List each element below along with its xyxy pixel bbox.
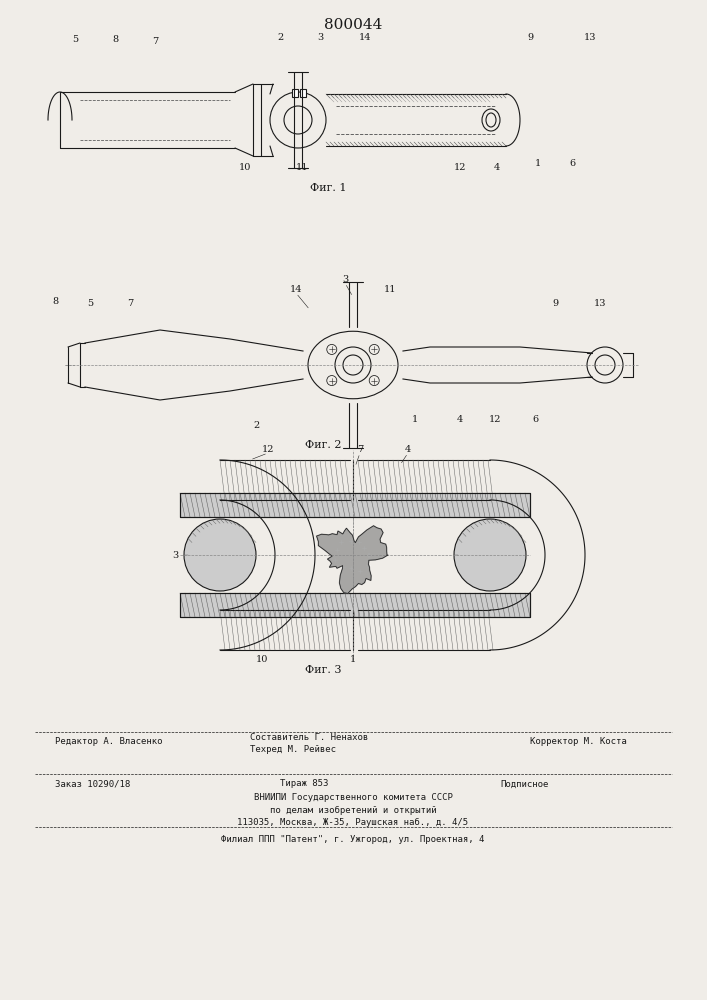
Text: Тираж 853: Тираж 853 xyxy=(280,780,328,788)
Bar xyxy=(180,593,530,617)
Text: 6: 6 xyxy=(532,416,538,424)
Text: ВНИИПИ Государственного комитета СССР: ВНИИПИ Государственного комитета СССР xyxy=(254,792,452,802)
Text: 3: 3 xyxy=(172,550,178,560)
Text: 1: 1 xyxy=(535,159,541,168)
Text: 8: 8 xyxy=(52,298,58,306)
Text: Заказ 10290/18: Заказ 10290/18 xyxy=(55,780,130,788)
Circle shape xyxy=(454,519,526,591)
Circle shape xyxy=(184,519,256,591)
Text: Техред М. Рейвес: Техред М. Рейвес xyxy=(250,746,336,754)
Text: 13: 13 xyxy=(584,32,596,41)
Text: Филиал ППП "Патент", г. Ужгород, ул. Проектная, 4: Филиал ППП "Патент", г. Ужгород, ул. Про… xyxy=(221,836,485,844)
Text: Фиг. 3: Фиг. 3 xyxy=(305,665,341,675)
Bar xyxy=(180,593,530,617)
Text: 14: 14 xyxy=(358,32,371,41)
Text: 3: 3 xyxy=(317,32,323,41)
Text: 10: 10 xyxy=(256,656,268,664)
Text: 2: 2 xyxy=(277,32,283,41)
Text: Фиг. 1: Фиг. 1 xyxy=(310,183,346,193)
Bar xyxy=(180,493,530,517)
Text: 5: 5 xyxy=(72,35,78,44)
Text: 7: 7 xyxy=(357,446,363,454)
Text: 12: 12 xyxy=(454,162,466,172)
Bar xyxy=(180,493,530,517)
Text: Подписное: Подписное xyxy=(500,780,549,788)
Text: 1: 1 xyxy=(412,416,418,424)
Text: 3: 3 xyxy=(342,275,348,284)
Polygon shape xyxy=(317,526,388,593)
Text: 6: 6 xyxy=(569,159,575,168)
Text: 9: 9 xyxy=(527,32,533,41)
Text: Редактор А. Власенко: Редактор А. Власенко xyxy=(55,738,163,746)
Text: 10: 10 xyxy=(239,162,251,172)
Text: 8: 8 xyxy=(112,35,118,44)
Text: 4: 4 xyxy=(405,446,411,454)
Text: 9: 9 xyxy=(552,298,558,308)
Text: 12: 12 xyxy=(262,446,274,454)
Text: Корректор М. Коста: Корректор М. Коста xyxy=(530,738,626,746)
Text: 2: 2 xyxy=(254,420,260,430)
Text: 800044: 800044 xyxy=(324,18,382,32)
Text: 13: 13 xyxy=(594,298,606,308)
Text: 11: 11 xyxy=(384,286,396,294)
Text: Составитель Г. Ненахов: Составитель Г. Ненахов xyxy=(250,732,368,742)
Bar xyxy=(300,89,306,97)
Text: Фиг. 2: Фиг. 2 xyxy=(305,440,341,450)
Bar xyxy=(292,89,298,97)
Text: 7: 7 xyxy=(127,298,133,308)
Text: 4: 4 xyxy=(494,162,500,172)
Text: 5: 5 xyxy=(87,298,93,308)
Text: 1: 1 xyxy=(350,656,356,664)
Text: 113035, Москва, Ж-35, Раушская наб., д. 4/5: 113035, Москва, Ж-35, Раушская наб., д. … xyxy=(238,817,469,827)
Text: 12: 12 xyxy=(489,416,501,424)
Text: 11: 11 xyxy=(296,162,308,172)
Text: по делам изобретений и открытий: по делам изобретений и открытий xyxy=(269,805,436,815)
Text: 14: 14 xyxy=(290,286,303,294)
Text: 4: 4 xyxy=(457,416,463,424)
Text: 7: 7 xyxy=(152,37,158,46)
